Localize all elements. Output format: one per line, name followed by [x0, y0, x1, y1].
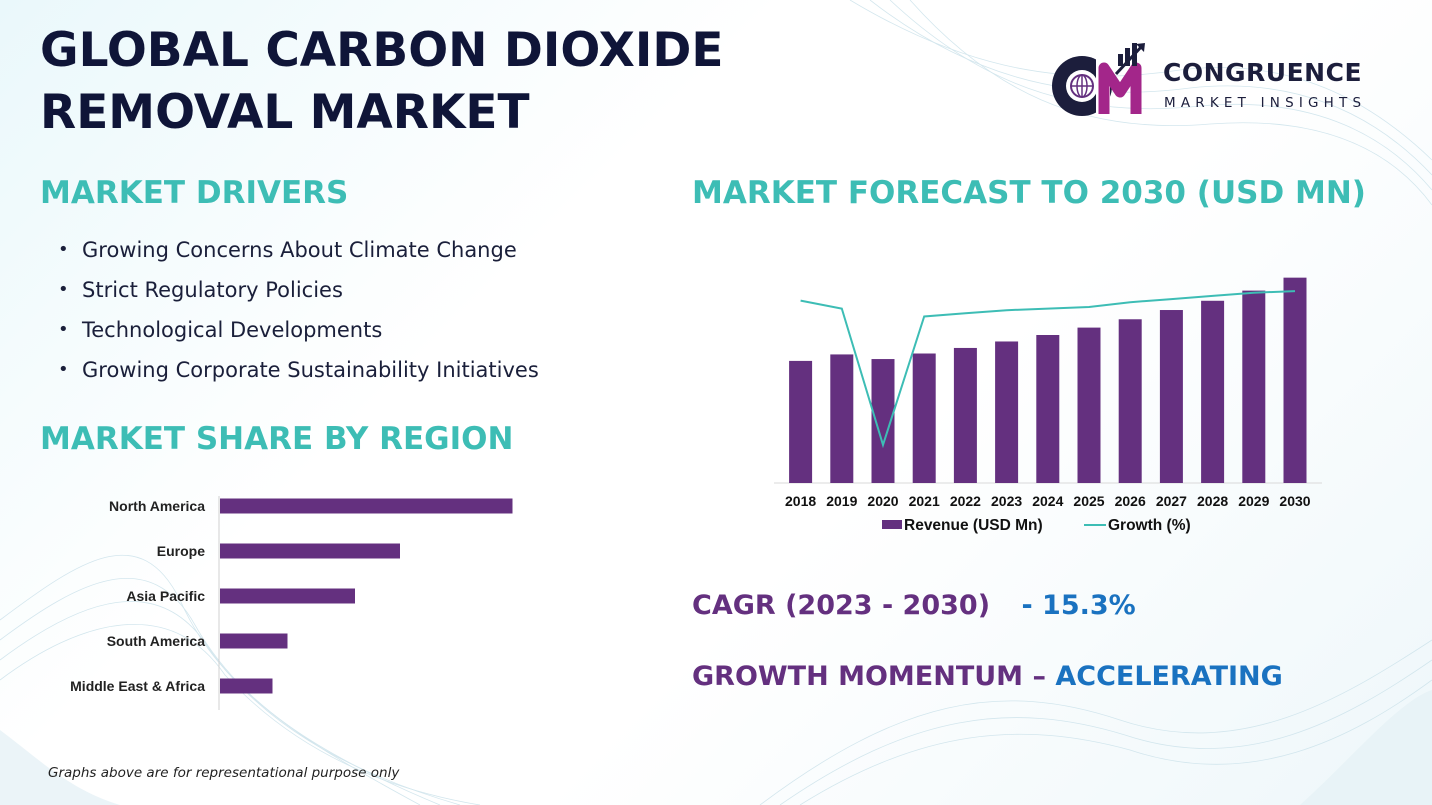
logo-wordmark: CONGRUENCE [1163, 58, 1363, 87]
bullet-icon: • [58, 319, 69, 340]
region-share-chart: North America Europe Asia Pacific South Ame… [70, 496, 513, 710]
bullet-icon: • [58, 359, 69, 380]
x-tick-label: 2028 [1197, 493, 1228, 509]
x-tick-label: 2022 [950, 493, 981, 509]
x-tick-label: 2020 [867, 493, 898, 509]
momentum-value: ACCELERATING [1055, 661, 1283, 692]
region-label: Asia Pacific [126, 588, 205, 604]
legend-growth-label: Growth (%) [1108, 517, 1191, 534]
forecast-chart: 2018 2019 2020 2021 2022 2023 2024 2025 2026 2027… [774, 277, 1322, 534]
revenue-bar [1283, 277, 1307, 483]
region-bar [220, 498, 513, 514]
drivers-heading: MARKET DRIVERS [40, 175, 349, 211]
growth-line [800, 290, 1296, 449]
driver-item-label: Growing Corporate Sustainability Initiat… [82, 358, 539, 382]
region-label: Europe [157, 543, 205, 559]
revenue-bar [871, 359, 895, 483]
legend-revenue-label: Revenue (USD Mn) [904, 517, 1043, 534]
x-tick-label: 2030 [1279, 493, 1310, 509]
momentum-row: GROWTH MOMENTUM – ACCELERATING [692, 661, 1283, 692]
driver-item-label: Growing Concerns About Climate Change [82, 238, 517, 262]
legend-revenue-swatch [882, 520, 902, 529]
bullet-icon: • [58, 279, 69, 300]
revenue-bar [1242, 290, 1266, 483]
page-title-line2: REMOVAL MARKET [40, 85, 530, 140]
x-tick-label: 2026 [1115, 493, 1146, 509]
revenue-bar [953, 347, 977, 483]
region-heading: MARKET SHARE BY REGION [40, 421, 514, 457]
revenue-bar [1036, 335, 1060, 483]
driver-item-label: Technological Developments [82, 318, 383, 342]
region-bar [220, 633, 288, 649]
x-tick-label: 2018 [785, 493, 816, 509]
cagr-row: CAGR (2023 - 2030) - 15.3% [692, 590, 1136, 621]
x-tick-label: 2021 [909, 493, 940, 509]
region-label: Middle East & Africa [70, 678, 205, 694]
region-bar [220, 588, 355, 604]
bullet-icon: • [58, 239, 69, 260]
x-tick-label: 2025 [1073, 493, 1104, 509]
driver-item: • Technological Developments [58, 310, 539, 350]
x-tick-label: 2024 [1032, 493, 1063, 509]
footnote: Graphs above are for representational pu… [48, 765, 400, 781]
logo-mark-icon [1052, 43, 1145, 116]
driver-item: • Growing Corporate Sustainability Initia… [58, 350, 539, 390]
revenue-bar [1159, 310, 1183, 483]
momentum-label: GROWTH MOMENTUM – [692, 661, 1046, 692]
x-tick-label: 2027 [1156, 493, 1187, 509]
cagr-label: CAGR (2023 - 2030) [692, 590, 991, 621]
revenue-bar [1077, 327, 1101, 483]
company-logo: CONGRUENCE MARKET INSIGHTS [1046, 40, 1396, 120]
driver-item: • Growing Concerns About Climate Change [58, 230, 539, 270]
revenue-bar [995, 341, 1019, 483]
region-bar [220, 543, 400, 559]
region-label: South America [107, 633, 205, 649]
revenue-bar [1201, 300, 1225, 483]
x-tick-label: 2029 [1238, 493, 1269, 509]
revenue-bar [789, 360, 813, 483]
revenue-bar [830, 354, 854, 483]
x-tick-label: 2023 [991, 493, 1022, 509]
x-tick-label: 2019 [826, 493, 857, 509]
revenue-bar [1118, 319, 1142, 483]
region-label: North America [109, 498, 205, 514]
page-title-line1: GLOBAL CARBON DIOXIDE [40, 23, 724, 78]
driver-item: • Strict Regulatory Policies [58, 270, 539, 310]
region-bar [220, 678, 273, 694]
logo-tagline: MARKET INSIGHTS [1164, 95, 1367, 111]
revenue-bar [912, 353, 936, 483]
page-title: GLOBAL CARBON DIOXIDE REMOVAL MARKET [40, 20, 723, 144]
forecast-heading: MARKET FORECAST TO 2030 (USD MN) [692, 175, 1366, 211]
driver-item-label: Strict Regulatory Policies [82, 278, 343, 302]
drivers-list: • Growing Concerns About Climate Change •… [58, 230, 539, 390]
cagr-value: - 15.3% [1021, 590, 1136, 621]
